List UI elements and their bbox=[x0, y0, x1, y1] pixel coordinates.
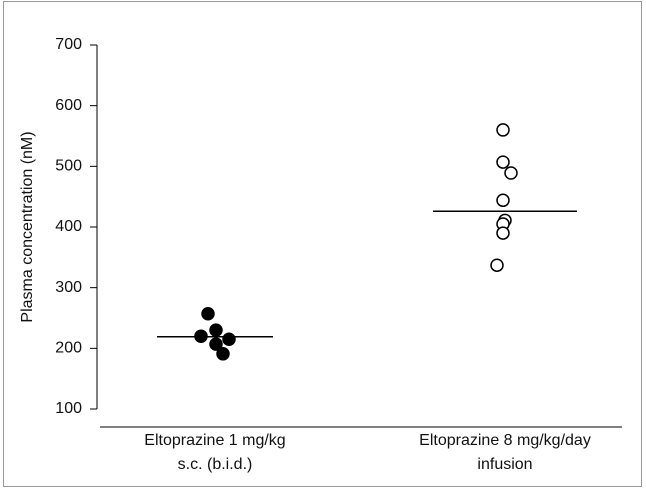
data-point bbox=[490, 258, 504, 272]
y-tick-label: 100 bbox=[55, 400, 82, 417]
y-tick-label: 300 bbox=[55, 279, 82, 296]
data-point bbox=[496, 226, 510, 240]
y-tick-label: 200 bbox=[55, 340, 82, 357]
data-point bbox=[504, 166, 518, 180]
x-tick-label: s.c. (b.i.d.) bbox=[178, 456, 253, 473]
y-tick-label: 500 bbox=[55, 158, 82, 175]
data-point bbox=[201, 307, 215, 321]
x-tick-label: Eltoprazine 8 mg/kg/day bbox=[419, 432, 591, 449]
data-point bbox=[209, 323, 223, 337]
y-tick-label: 400 bbox=[55, 218, 82, 235]
data-point bbox=[222, 332, 236, 346]
x-tick-label: Eltoprazine 1 mg/kg bbox=[144, 432, 285, 449]
data-point bbox=[209, 337, 223, 351]
data-point bbox=[496, 193, 510, 208]
x-tick-label: infusion bbox=[477, 456, 532, 473]
data-point bbox=[496, 155, 510, 169]
y-tick-label: 700 bbox=[55, 36, 82, 53]
y-tick-label: 600 bbox=[55, 97, 82, 114]
y-axis-label: Plasma concentration (nM) bbox=[19, 131, 36, 322]
data-point bbox=[496, 123, 510, 137]
data-point bbox=[216, 347, 230, 361]
frame bbox=[3, 1, 642, 487]
